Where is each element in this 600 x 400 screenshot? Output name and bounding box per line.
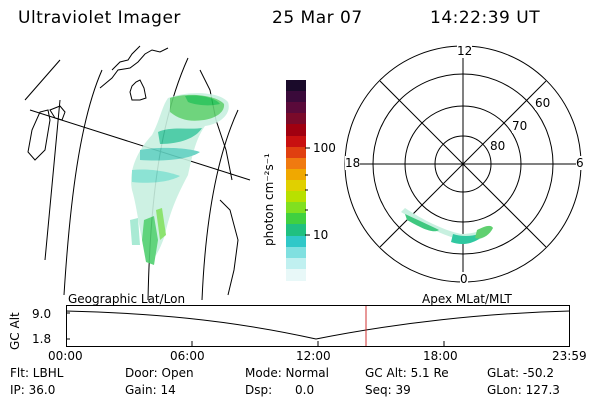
colorbar-segment bbox=[286, 224, 306, 237]
colorbar-segment bbox=[286, 135, 306, 148]
colorbar-segment bbox=[286, 235, 306, 248]
gc-alt-label: GC Alt: 5.1 Re bbox=[365, 366, 449, 380]
colorbar-ticks bbox=[305, 147, 310, 236]
mode-label: Mode: Normal bbox=[245, 366, 329, 380]
dsp-label: Dsp: bbox=[245, 383, 273, 397]
colorbar-segment bbox=[286, 191, 306, 204]
colorbar-segment bbox=[286, 146, 306, 159]
apex-label: Apex MLat/MLT bbox=[422, 292, 512, 306]
alt-ylabel: GC Alt bbox=[8, 312, 22, 350]
polar-label-12: 12 bbox=[457, 44, 473, 58]
door-label: Door: Open bbox=[125, 366, 194, 380]
colorbar-segment bbox=[286, 246, 306, 259]
filter-label: Flt: LBHL bbox=[10, 366, 64, 380]
polar-ring-80: 80 bbox=[490, 139, 506, 153]
glat-label: GLat: -50.2 bbox=[487, 366, 554, 380]
altitude-plot bbox=[66, 305, 570, 347]
colorbar-segment bbox=[286, 91, 306, 104]
instrument-title: Ultraviolet Imager bbox=[18, 8, 181, 28]
dsp-value: 0.0 bbox=[295, 383, 315, 397]
colorbar-segment bbox=[286, 124, 306, 137]
colorbar-segment bbox=[286, 268, 306, 281]
polar-label-18: 18 bbox=[345, 156, 361, 170]
polar-label-6: 6 bbox=[576, 156, 584, 170]
alt-xtick-1200: 12:00 bbox=[296, 349, 331, 363]
colorbar-segment bbox=[286, 213, 306, 226]
colorbar bbox=[286, 80, 306, 281]
colorbar-segment bbox=[286, 202, 306, 215]
colorbar-segment bbox=[286, 102, 306, 115]
colorbar-segment bbox=[286, 180, 306, 193]
polar-ring-70: 70 bbox=[512, 119, 528, 133]
colorbar-segment bbox=[286, 80, 306, 93]
colorbar-tick-10: 10 bbox=[313, 228, 329, 242]
alt-xtick-2359: 23:59 bbox=[552, 349, 587, 363]
colorbar-label: photon cm⁻²s⁻¹ bbox=[262, 153, 276, 246]
polar-label-0: 0 bbox=[460, 272, 468, 286]
alt-xtick-0000: 00:00 bbox=[48, 349, 83, 363]
alt-ytick-9: 9.0 bbox=[32, 307, 52, 321]
glon-label: GLon: 127.3 bbox=[487, 383, 560, 397]
seq-label: Seq: 39 bbox=[365, 383, 411, 397]
geographic-map bbox=[24, 45, 251, 300]
gain-label: Gain: 14 bbox=[125, 383, 176, 397]
alt-xtick-1800: 18:00 bbox=[423, 349, 458, 363]
ip-label: IP: 36.0 bbox=[10, 383, 56, 397]
alt-xtick-0600: 06:00 bbox=[170, 349, 205, 363]
date-label: 25 Mar 07 bbox=[272, 8, 363, 28]
alt-ytick-1: 1.8 bbox=[32, 332, 52, 346]
apex-polar-plot bbox=[344, 45, 582, 283]
colorbar-segment bbox=[286, 157, 306, 170]
geo-label: Geographic Lat/Lon bbox=[68, 292, 186, 306]
time-label: 14:22:39 UT bbox=[430, 8, 541, 28]
colorbar-segment bbox=[286, 168, 306, 181]
colorbar-segment bbox=[286, 257, 306, 270]
polar-ring-60: 60 bbox=[535, 96, 551, 110]
colorbar-tick-100: 100 bbox=[313, 141, 336, 155]
colorbar-segment bbox=[286, 113, 306, 126]
